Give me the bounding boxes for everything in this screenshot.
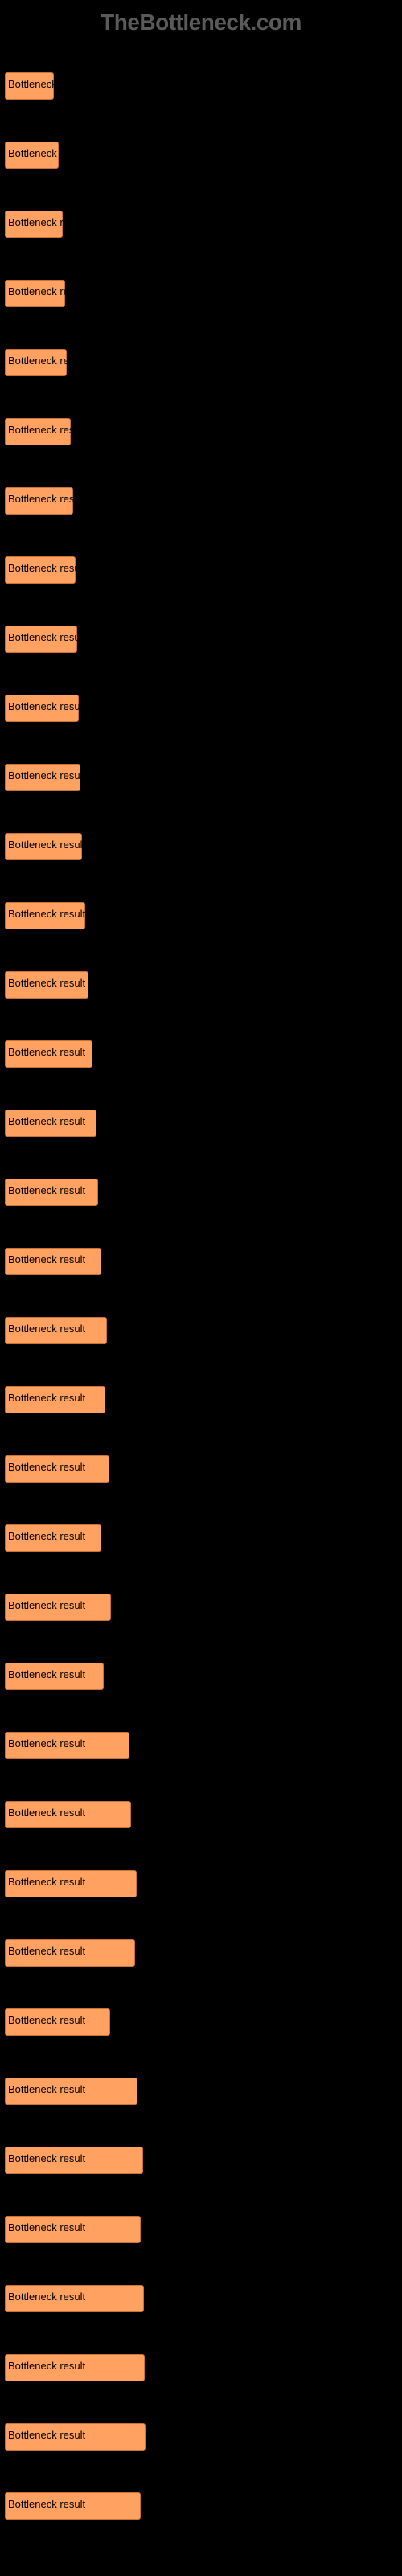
bar-label: Bottleneck result bbox=[8, 1461, 85, 1473]
bar-label: Bottleneck result bbox=[8, 2291, 85, 2303]
bar-value: 52.6 bbox=[149, 2291, 169, 2303]
bar-label: Bottleneck result bbox=[8, 839, 85, 851]
chart-row: Bottleneck result 51. bbox=[3, 2475, 399, 2544]
bar-value: 53.5 bbox=[150, 2429, 170, 2441]
bar-label: Bottleneck result bbox=[8, 2498, 85, 2510]
chart-row: Bottleneck result bbox=[3, 400, 399, 470]
chart-row: Bottleneck result 52.3 bbox=[3, 2129, 399, 2198]
bar-label: Bottleneck result bbox=[8, 2429, 85, 2441]
chart-row: Bottleneck result bbox=[3, 1438, 399, 1507]
chart-row: Bottleneck result 53.5 bbox=[3, 2406, 399, 2475]
chart-row: Bottleneck result 52.6 bbox=[3, 2267, 399, 2336]
bottleneck-bar-chart: Bottleneck resultBottleneck resultBottle… bbox=[0, 55, 402, 2544]
bar-label: Bottleneck result bbox=[8, 2221, 85, 2233]
bar-label: Bottleneck result bbox=[8, 2152, 85, 2164]
chart-row: Bottleneck result bbox=[3, 1507, 399, 1576]
bar-label: Bottleneck result bbox=[8, 2014, 85, 2026]
bar-label: Bottleneck result bbox=[8, 216, 85, 228]
bar-label: Bottleneck result bbox=[8, 78, 85, 90]
bar-value: 4 bbox=[134, 1737, 140, 1749]
bar-value: 50 bbox=[142, 2083, 154, 2095]
chart-row: Bottleneck result bbox=[3, 815, 399, 884]
chart-row: Bottleneck result bbox=[3, 193, 399, 262]
site-title: TheBottleneck.com bbox=[0, 0, 402, 55]
bar-value: 4 bbox=[136, 1807, 142, 1819]
chart-row: Bottleneck result 50 bbox=[3, 1852, 399, 1922]
bar-label: Bottleneck result bbox=[8, 1115, 85, 1127]
bar-label: Bottleneck result bbox=[8, 1184, 85, 1196]
chart-row: Bottleneck result bbox=[3, 1299, 399, 1368]
bar-label: Bottleneck result bbox=[8, 562, 85, 574]
chart-row: Bottleneck result bbox=[3, 1230, 399, 1299]
chart-row: Bottleneck result bbox=[3, 954, 399, 1023]
chart-row: Bottleneck result 4 bbox=[3, 1783, 399, 1852]
chart-row: Bottleneck result 53% bbox=[3, 2336, 399, 2406]
chart-row: Bottleneck result 4 bbox=[3, 1714, 399, 1783]
bar-label: Bottleneck result bbox=[8, 285, 85, 297]
chart-row: Bottleneck result 50 bbox=[3, 2060, 399, 2129]
bar-label: Bottleneck result bbox=[8, 977, 85, 989]
chart-row: Bottleneck result bbox=[3, 331, 399, 400]
bar-label: Bottleneck result bbox=[8, 1530, 85, 1542]
chart-row: Bottleneck result 51. bbox=[3, 2198, 399, 2267]
bar-label: Bottleneck result bbox=[8, 2083, 85, 2095]
chart-row: Bottleneck result bbox=[3, 1023, 399, 1092]
bar-label: Bottleneck result bbox=[8, 769, 85, 781]
bar-label: Bottleneck result bbox=[8, 355, 85, 367]
bar-label: Bottleneck result bbox=[8, 493, 85, 505]
bar-value: 53% bbox=[150, 2360, 170, 2372]
chart-row: Bottleneck result bbox=[3, 746, 399, 815]
chart-row: Bottleneck result bbox=[3, 1161, 399, 1230]
bar-label: Bottleneck result bbox=[8, 700, 85, 712]
bar-label: Bottleneck result bbox=[8, 1599, 85, 1611]
bar-label: Bottleneck result bbox=[8, 908, 85, 920]
bar-value: 50 bbox=[142, 1876, 153, 1888]
bar-label: Bottleneck result bbox=[8, 1807, 85, 1819]
bar-label: Bottleneck result bbox=[8, 631, 85, 643]
bar-value: 52.3 bbox=[148, 2152, 168, 2164]
bar-label: Bottleneck result bbox=[8, 1392, 85, 1404]
bar-label: Bottleneck result bbox=[8, 1253, 85, 1265]
bar-label: Bottleneck result bbox=[8, 2360, 85, 2372]
chart-row: Bottleneck result 49 bbox=[3, 1922, 399, 1991]
chart-row: Bottleneck result bbox=[3, 608, 399, 677]
chart-row: Bottleneck result bbox=[3, 1576, 399, 1645]
bar-value: 51. bbox=[146, 2221, 160, 2233]
chart-row: Bottleneck result bbox=[3, 539, 399, 608]
bar-value: 49 bbox=[140, 1945, 151, 1957]
bar-label: Bottleneck result bbox=[8, 1737, 85, 1749]
bar-label: Bottleneck result bbox=[8, 424, 85, 436]
bar-label: Bottleneck result bbox=[8, 1945, 85, 1957]
bar-label: Bottleneck result bbox=[8, 1323, 85, 1335]
bar-value: 51. bbox=[146, 2498, 160, 2510]
chart-row: Bottleneck result bbox=[3, 1645, 399, 1714]
chart-row: Bottleneck result bbox=[3, 262, 399, 331]
chart-row: Bottleneck result bbox=[3, 470, 399, 539]
chart-row: Bottleneck result bbox=[3, 124, 399, 193]
bar-label: Bottleneck result bbox=[8, 1046, 85, 1058]
chart-row: Bottleneck result bbox=[3, 1368, 399, 1438]
bar-label: Bottleneck result bbox=[8, 1876, 85, 1888]
chart-row: Bottleneck result bbox=[3, 677, 399, 746]
chart-row: Bottleneck result bbox=[3, 1092, 399, 1161]
chart-row: Bottleneck result bbox=[3, 884, 399, 954]
chart-row: Bottleneck result bbox=[3, 55, 399, 124]
bar-label: Bottleneck result bbox=[8, 147, 85, 159]
bar-label: Bottleneck result bbox=[8, 1668, 85, 1680]
chart-row: Bottleneck result bbox=[3, 1991, 399, 2060]
